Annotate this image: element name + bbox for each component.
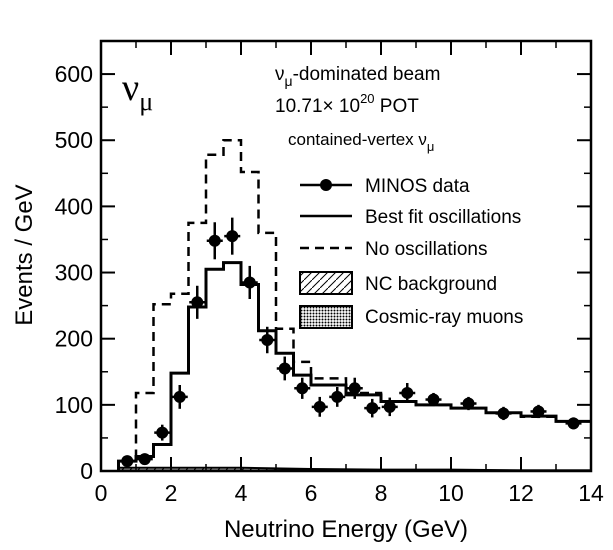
data-point <box>226 230 239 243</box>
plot-frame <box>99 39 593 473</box>
data-point <box>173 390 186 403</box>
y-tick-label: 200 <box>55 326 93 352</box>
no-oscillations-line <box>117 138 591 471</box>
data-point <box>208 234 221 247</box>
data-point <box>261 334 274 347</box>
legend-label-bestfit: Best fit oscillations <box>365 207 521 228</box>
data-point <box>121 455 134 468</box>
data-point <box>313 400 326 413</box>
data-point <box>567 417 580 430</box>
data-point <box>296 382 309 395</box>
data-point <box>138 453 151 466</box>
data-point <box>366 402 379 415</box>
data-point <box>331 390 344 403</box>
axis-ticks: 0 2 4 6 8 10 12 14 0 100 200 300 400 500 600 <box>55 41 604 506</box>
data-point <box>191 296 204 309</box>
legend-entry-bestfit: Best fit oscillations <box>300 207 521 228</box>
x-tick-label: 10 <box>438 480 464 506</box>
annotation-pot: 10.71× 1020 POT <box>275 91 419 117</box>
data-point <box>427 393 440 406</box>
annotation-selection: contained-vertex νμ <box>288 130 434 154</box>
legend-label-nc: NC background <box>365 274 497 295</box>
data-point <box>383 400 396 413</box>
legend-label-cosmic: Cosmic-ray muons <box>365 307 523 328</box>
y-axis-title: Events / GeV <box>11 184 38 325</box>
plot-area <box>117 138 592 472</box>
data-point <box>497 407 510 420</box>
x-tick-label: 6 <box>305 480 318 506</box>
data-point <box>348 382 361 395</box>
y-tick-label: 300 <box>55 260 93 286</box>
legend-label-nooscillations: No oscillations <box>365 239 488 260</box>
data-point <box>156 426 169 439</box>
data-point <box>401 386 414 399</box>
y-tick-label: 0 <box>80 458 93 484</box>
data-point <box>243 276 256 289</box>
x-tick-label: 8 <box>375 480 388 506</box>
x-axis-title: Neutrino Energy (GeV) <box>224 516 468 543</box>
legend: MINOS data Best fit oscillations No osci… <box>299 176 523 329</box>
data-point <box>278 362 291 375</box>
best-fit-line <box>117 261 591 471</box>
corner-label: νμ <box>122 67 153 116</box>
data-point <box>532 405 545 418</box>
y-tick-label: 600 <box>55 61 93 87</box>
x-tick-label: 0 <box>95 480 108 506</box>
corner-label-sub: μ <box>139 87 153 116</box>
y-tick-label: 400 <box>55 193 93 219</box>
legend-label-data: MINOS data <box>365 176 470 197</box>
x-tick-label: 4 <box>235 480 248 506</box>
x-tick-label: 12 <box>508 480 534 506</box>
legend-entry-cosmic: Cosmic-ray muons <box>299 305 523 329</box>
x-tick-label: 14 <box>578 480 604 506</box>
legend-entry-data: MINOS data <box>300 176 470 197</box>
legend-entry-nc: NC background <box>299 271 497 295</box>
x-tick-label: 2 <box>165 480 178 506</box>
data-point <box>462 397 475 410</box>
y-tick-label: 500 <box>55 127 93 153</box>
y-tick-label: 100 <box>55 392 93 418</box>
annotation-beam: νμ-dominated beam <box>275 64 440 89</box>
legend-entry-nooscillations: No oscillations <box>300 239 488 260</box>
